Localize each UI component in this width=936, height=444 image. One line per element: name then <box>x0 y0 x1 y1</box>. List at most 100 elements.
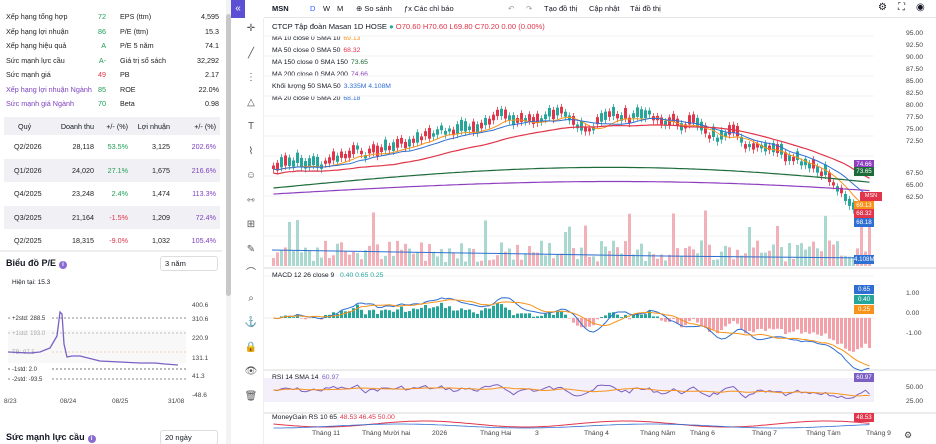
macd-histogram <box>300 318 303 319</box>
drawing-tool-icon[interactable]: T <box>247 121 255 132</box>
volume-bar <box>380 259 383 266</box>
candle <box>632 113 635 118</box>
candle <box>452 129 455 136</box>
interval-m[interactable]: M <box>337 4 344 13</box>
candle <box>564 111 567 117</box>
drawing-tool-icon[interactable]: ✎ <box>246 243 256 255</box>
drawing-tool-icon[interactable]: ⌕ <box>248 292 254 304</box>
demand-period-select[interactable]: 20 ngày <box>160 430 218 444</box>
candle <box>580 120 583 131</box>
metric-label: EPS (ttm) <box>120 12 152 21</box>
interval-w[interactable]: W <box>323 4 331 13</box>
info-icon[interactable]: i <box>59 261 68 269</box>
settings-icon[interactable]: ⚙ <box>878 2 887 13</box>
volume-bar <box>440 249 443 266</box>
candle <box>332 151 335 161</box>
candle <box>380 147 383 152</box>
pe-period-select[interactable]: 3 năm <box>160 256 218 271</box>
collapse-icon[interactable]: « <box>231 0 245 18</box>
candle <box>820 171 823 176</box>
drawing-tool-icon[interactable]: ╱ <box>247 47 255 59</box>
settings-icon[interactable]: ⚙ <box>904 430 913 440</box>
drawing-tool-icon[interactable]: ⚓ <box>244 317 258 328</box>
macd-histogram <box>624 314 627 318</box>
price-label: MSN 70.20 <box>860 192 882 208</box>
volume-bar <box>740 255 743 266</box>
undo-icon[interactable]: ↶ <box>508 4 515 13</box>
volume-bar <box>772 244 775 266</box>
volume-bar <box>736 249 739 266</box>
metric-value: 74.1 <box>205 41 219 50</box>
fullscreen-icon[interactable]: ⛶ <box>898 2 905 13</box>
volume-bar <box>692 249 695 266</box>
candle <box>780 143 783 155</box>
macd-histogram <box>564 314 567 318</box>
drawing-tool-icon[interactable]: ✛ <box>246 23 256 34</box>
macd-histogram <box>836 318 839 345</box>
legend-label[interactable]: MA 20 close 0 SMA 20 <box>272 95 341 102</box>
legend-label[interactable]: Khối lượng 50 SMA 50 <box>272 83 341 90</box>
price-axis-tick: 87.50 <box>906 66 924 73</box>
interval-d[interactable]: D <box>310 4 316 13</box>
candle <box>560 106 563 114</box>
indicators-button[interactable]: ƒx Các chỉ báo <box>404 4 454 13</box>
volume-bar <box>564 231 567 266</box>
stock-info-panel: Xếp hạng tổng hợp 72 Xếp hạng lợi nhuận 86 X… <box>0 0 222 444</box>
volume-bar <box>488 260 491 266</box>
update-button[interactable]: Cập nhật <box>589 4 620 13</box>
drawing-tool-icon[interactable]: 🔒 <box>244 341 258 353</box>
macd-histogram <box>840 318 843 344</box>
rsi-axis-tick: 25.00 <box>906 398 924 405</box>
legend-label[interactable]: MA 200 close 0 SMA 200 <box>272 71 348 78</box>
drawing-tool-icon[interactable]: ⇿ <box>246 194 256 206</box>
candle <box>800 161 803 166</box>
symbol-input[interactable]: MSN <box>272 4 289 13</box>
drawing-tool-icon[interactable]: 👁 <box>244 366 258 377</box>
info-icon[interactable]: i <box>87 435 96 443</box>
drawing-tool-icon[interactable]: ⌇ <box>248 145 254 157</box>
candle <box>532 117 535 125</box>
metric-label: Xếp hạng tổng hợp <box>6 12 68 21</box>
macd-tag: 0.40 <box>854 295 874 304</box>
candle <box>740 136 743 143</box>
column-header[interactable]: +/- (%) <box>194 121 216 131</box>
column-header[interactable]: Lợi nhuận <box>137 121 170 131</box>
macd-histogram <box>700 318 703 326</box>
macd-histogram <box>820 318 823 336</box>
metric-label: Sức mạnh giá <box>6 70 51 79</box>
drawing-tool-icon[interactable]: ⋮ <box>246 72 256 83</box>
volume-bar <box>708 244 711 266</box>
column-header[interactable]: Doanh thu <box>60 121 94 131</box>
camera-icon[interactable]: ◉ <box>916 2 925 13</box>
drawing-tool-icon[interactable]: 🗑 <box>244 390 258 402</box>
macd-histogram <box>436 306 439 318</box>
candle <box>272 165 275 170</box>
volume-bar <box>572 248 575 266</box>
column-header[interactable]: Quý <box>18 121 32 131</box>
candle <box>388 145 391 151</box>
left-scrollbar[interactable] <box>226 0 231 444</box>
legend-label[interactable]: MA 10 close 0 SMA 10 <box>272 35 341 42</box>
download-chart-button[interactable]: Tải đồ thị <box>630 4 661 13</box>
pe-band-label-bg <box>10 374 50 382</box>
drawing-tool-icon[interactable]: ☺ <box>245 170 257 181</box>
drawing-tool-icon[interactable]: ⌒ <box>246 268 256 279</box>
column-header[interactable]: +/- (%) <box>106 121 128 131</box>
candle <box>712 126 715 137</box>
drawing-tool-icon[interactable]: ⊞ <box>246 219 256 230</box>
price-chart[interactable] <box>264 18 936 444</box>
redo-icon[interactable]: ↷ <box>526 4 533 13</box>
candle <box>520 113 523 122</box>
macd-histogram <box>740 318 743 329</box>
legend-label[interactable]: MA 150 close 0 SMA 150 <box>272 59 348 66</box>
volume-bar <box>520 259 523 266</box>
compare-button[interactable]: ⊕ So sánh <box>356 4 392 13</box>
macd-histogram <box>304 318 307 320</box>
create-chart-button[interactable]: Tạo đồ thị <box>544 4 578 13</box>
price-axis-tick: 62.50 <box>906 194 924 201</box>
volume-bar <box>356 253 359 266</box>
macd-histogram <box>380 310 383 318</box>
legend-label[interactable]: MA 50 close 0 SMA 50 <box>272 47 341 54</box>
pe-chart: 400.6310.6220.9131.141.3-48.6-138.4+2std… <box>4 302 209 405</box>
drawing-tool-icon[interactable]: △ <box>247 96 255 108</box>
